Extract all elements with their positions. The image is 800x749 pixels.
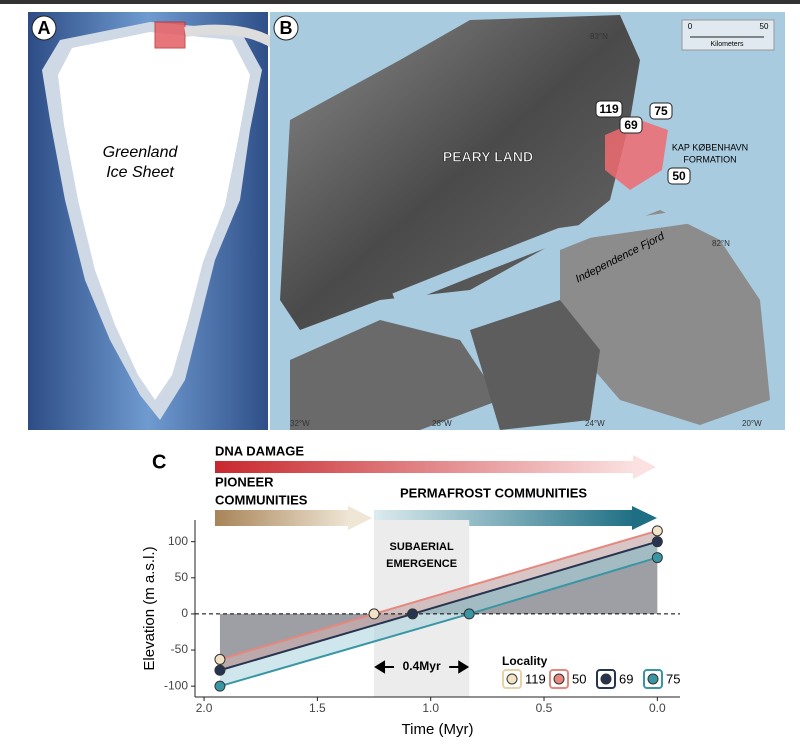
y-tick-label: -50 bbox=[171, 642, 189, 656]
x-tick-label: 0.0 bbox=[649, 701, 666, 715]
y-tick-label: 100 bbox=[168, 534, 188, 548]
dna-arrow bbox=[215, 461, 635, 473]
locality-label: 69 bbox=[624, 118, 638, 132]
y-tick-label: 50 bbox=[175, 570, 189, 584]
point bbox=[651, 552, 663, 564]
formation-label: KAP KØBENHAVN bbox=[672, 142, 748, 152]
lon-label: 28°W bbox=[432, 419, 452, 428]
point bbox=[651, 525, 663, 537]
lat-label: 83°N bbox=[590, 32, 608, 41]
region-label: EMERGENCE bbox=[386, 558, 457, 570]
legend-dot bbox=[600, 673, 612, 685]
map-b: B PEARY LAND KAP KØBENHAVN FORMATION Ind… bbox=[270, 12, 785, 430]
point bbox=[463, 608, 475, 620]
legend-title: Locality bbox=[502, 654, 548, 668]
dna-arrow-head bbox=[633, 455, 656, 479]
point bbox=[214, 680, 226, 692]
formation-label: FORMATION bbox=[683, 154, 736, 164]
lon-label: 20°W bbox=[742, 419, 762, 428]
x-tick-label: 1.0 bbox=[422, 701, 439, 715]
ice-label: Greenland bbox=[103, 144, 179, 161]
legend-label: 119 bbox=[525, 671, 546, 686]
scale-unit: Kilometers bbox=[710, 41, 744, 48]
locality-label: 50 bbox=[672, 169, 686, 183]
inset-box bbox=[154, 21, 186, 49]
band bbox=[219, 530, 658, 671]
locality-box bbox=[649, 102, 673, 120]
panel-badge bbox=[273, 15, 299, 41]
lon-label: 24°W bbox=[585, 419, 605, 428]
pioneer-arrow bbox=[215, 510, 350, 526]
locality-label: 75 bbox=[654, 104, 668, 118]
locality-box bbox=[667, 167, 691, 185]
panel-label: B bbox=[280, 18, 293, 38]
annotation: PERMAFROST COMMUNITIES bbox=[400, 485, 587, 500]
legend-dot bbox=[647, 673, 659, 685]
legend-label: 69 bbox=[619, 671, 633, 686]
lon-label: 32°W bbox=[290, 419, 310, 428]
permafrost-arrow-head bbox=[632, 506, 657, 530]
pioneer-arrow-head bbox=[348, 506, 372, 530]
top-bar bbox=[0, 0, 800, 4]
map-a: A Greenland Ice Sheet bbox=[28, 12, 313, 430]
ice-sheet bbox=[58, 32, 250, 400]
x-axis-title: Time (Myr) bbox=[402, 721, 474, 738]
point bbox=[214, 653, 226, 665]
fjord bbox=[392, 208, 701, 307]
locality-label: 119 bbox=[599, 102, 619, 116]
y-tick-label: -100 bbox=[164, 678, 188, 692]
scale-label: 0 bbox=[688, 22, 693, 31]
land bbox=[560, 210, 770, 425]
land bbox=[290, 320, 500, 430]
y-tick-label: 0 bbox=[181, 606, 188, 620]
legend-dot bbox=[553, 673, 565, 685]
annotation: COMMUNITIES bbox=[215, 492, 308, 507]
region-label: SUBAERIAL bbox=[390, 541, 454, 553]
panel-label: C bbox=[152, 451, 166, 473]
panel-label: A bbox=[38, 18, 51, 38]
locality-box bbox=[595, 100, 623, 118]
point bbox=[214, 664, 226, 676]
legend-dot bbox=[506, 673, 518, 685]
legend-label: 50 bbox=[572, 671, 586, 686]
annotation: PIONEER bbox=[215, 474, 274, 489]
span-label: 0.4Myr bbox=[403, 659, 441, 673]
lat-label: 82°N bbox=[712, 239, 730, 248]
point bbox=[651, 536, 663, 548]
legend-label: 75 bbox=[666, 671, 680, 686]
region-label: PEARY LAND bbox=[443, 149, 533, 165]
formation-area bbox=[605, 120, 668, 190]
ice-label: Ice Sheet bbox=[106, 164, 174, 181]
x-tick-label: 1.5 bbox=[309, 701, 326, 715]
scale-box bbox=[681, 19, 775, 51]
panel-badge bbox=[31, 15, 57, 41]
span-arrow bbox=[374, 660, 470, 674]
x-tick-label: 0.5 bbox=[536, 701, 553, 715]
annotation: DNA DAMAGE bbox=[215, 443, 304, 458]
point bbox=[407, 608, 419, 620]
point bbox=[368, 608, 380, 620]
x-tick-label: 2.0 bbox=[196, 701, 213, 715]
band bbox=[219, 530, 658, 687]
scale-label: 50 bbox=[760, 22, 769, 31]
locality-box bbox=[619, 116, 643, 134]
land bbox=[470, 300, 600, 430]
y-axis-title: Elevation (m a.s.l.) bbox=[141, 546, 158, 670]
land bbox=[280, 15, 640, 330]
